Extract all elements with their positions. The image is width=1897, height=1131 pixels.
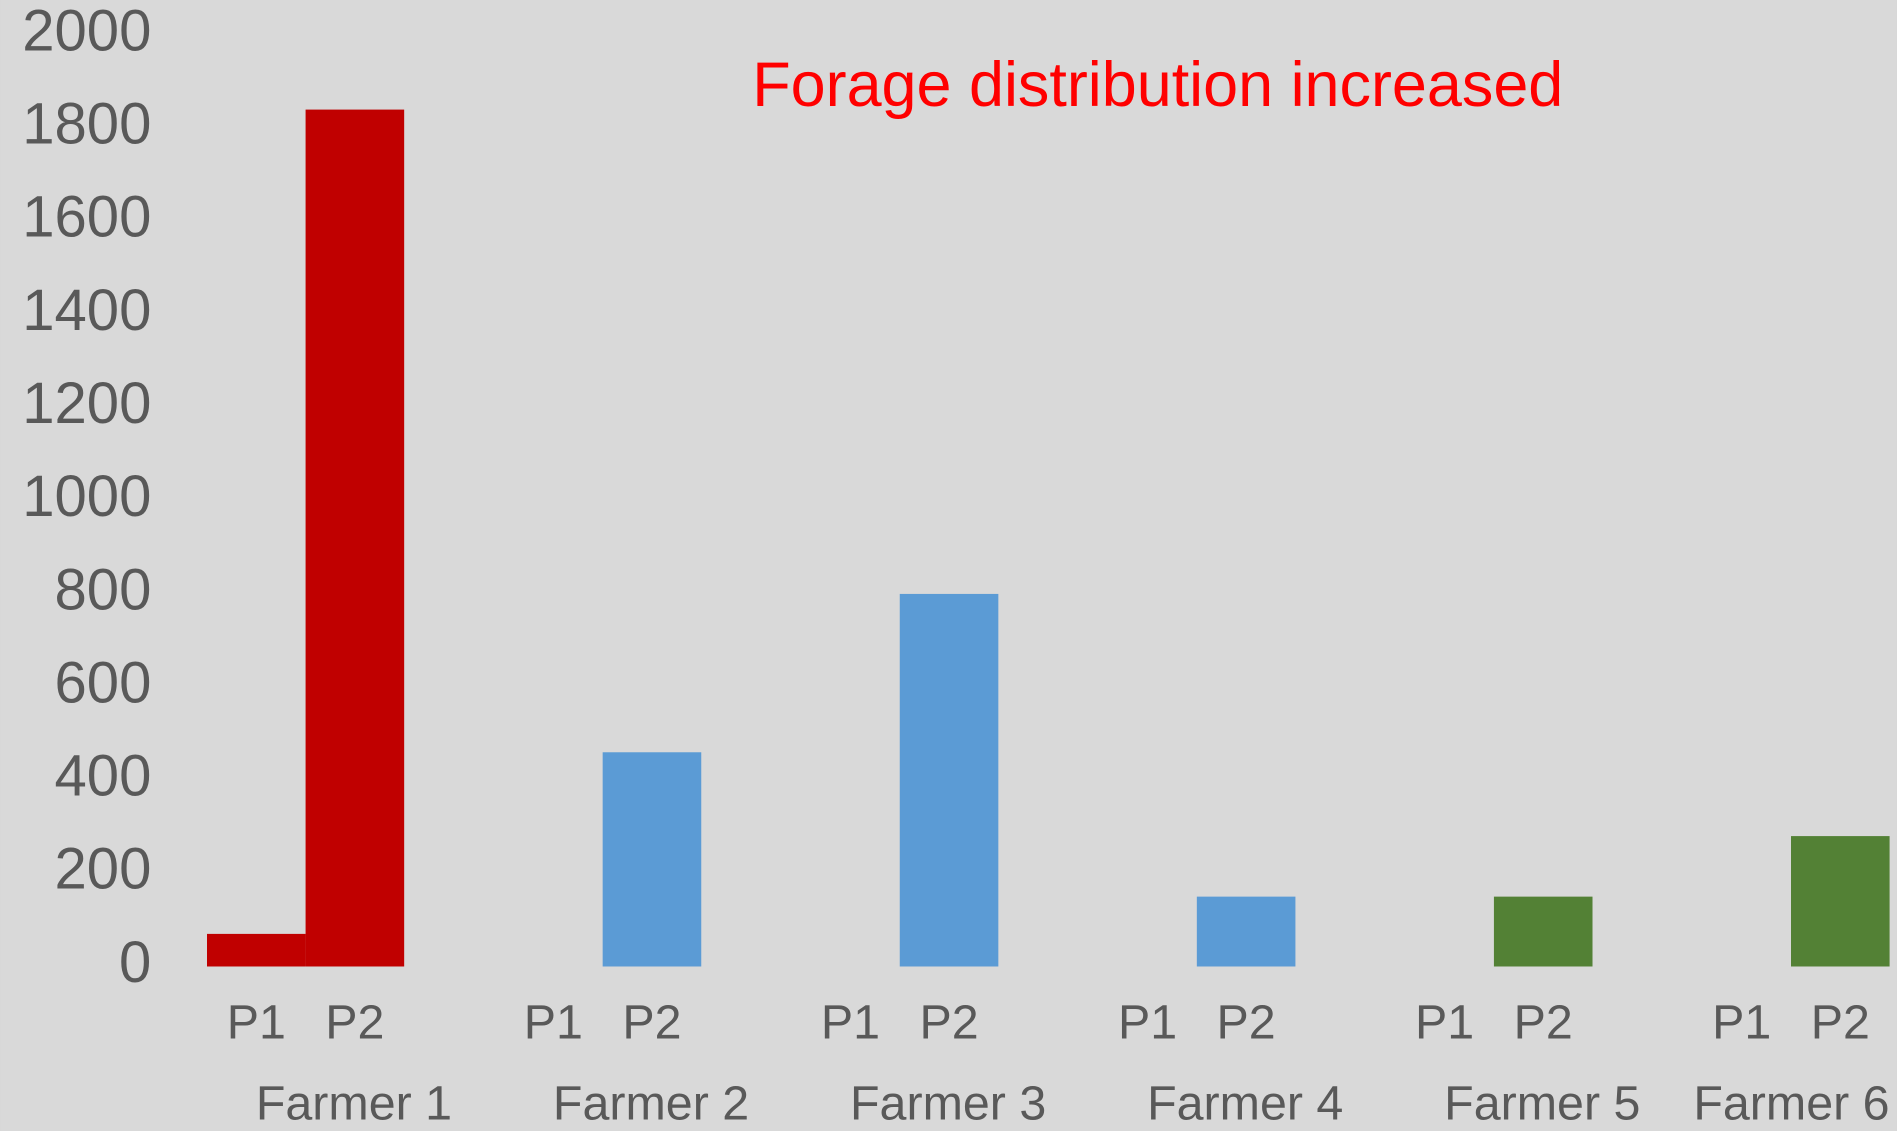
group-label: Farmer 3 xyxy=(850,1077,1046,1131)
group-label: Farmer 2 xyxy=(553,1077,749,1131)
x-tick-label: P1 xyxy=(524,996,583,1050)
y-tick-label: 200 xyxy=(54,837,151,902)
group-label: Farmer 5 xyxy=(1444,1077,1640,1131)
y-tick-label: 1800 xyxy=(22,92,151,157)
x-tick-label: P1 xyxy=(821,996,880,1050)
x-tick-label: P1 xyxy=(1118,996,1177,1050)
group-label: Farmer 6 xyxy=(1693,1077,1889,1131)
x-tick-label: P2 xyxy=(1514,996,1573,1050)
x-tick-label: P2 xyxy=(1217,996,1276,1050)
y-tick-label: 1600 xyxy=(22,185,151,250)
bar xyxy=(206,933,306,967)
x-tick-label: P1 xyxy=(227,996,286,1050)
x-tick-label: P2 xyxy=(1811,996,1870,1050)
bar xyxy=(1196,896,1296,967)
bar xyxy=(1493,896,1593,967)
bar xyxy=(899,593,999,967)
x-tick-label: P2 xyxy=(919,996,978,1050)
group-label: Farmer 1 xyxy=(256,1077,452,1131)
x-tick-label: P1 xyxy=(1712,996,1771,1050)
group-label: Farmer 4 xyxy=(1147,1077,1343,1131)
y-tick-label: 1200 xyxy=(22,371,151,436)
y-tick-label: 600 xyxy=(54,650,151,715)
y-tick-label: 800 xyxy=(54,557,151,622)
bar xyxy=(305,109,405,967)
y-tick-label: 400 xyxy=(54,744,151,809)
y-tick-label: 1400 xyxy=(22,278,151,343)
x-tick-label: P2 xyxy=(622,996,681,1050)
y-tick-label: 1000 xyxy=(22,464,151,529)
bar xyxy=(1791,836,1890,967)
y-tick-label: 2000 xyxy=(22,0,151,63)
y-tick-label: 0 xyxy=(119,930,151,995)
x-tick-label: P2 xyxy=(325,996,384,1050)
chart-title: Forage distribution increased xyxy=(752,50,1563,120)
bar xyxy=(602,752,702,967)
x-tick-label: P1 xyxy=(1415,996,1474,1050)
